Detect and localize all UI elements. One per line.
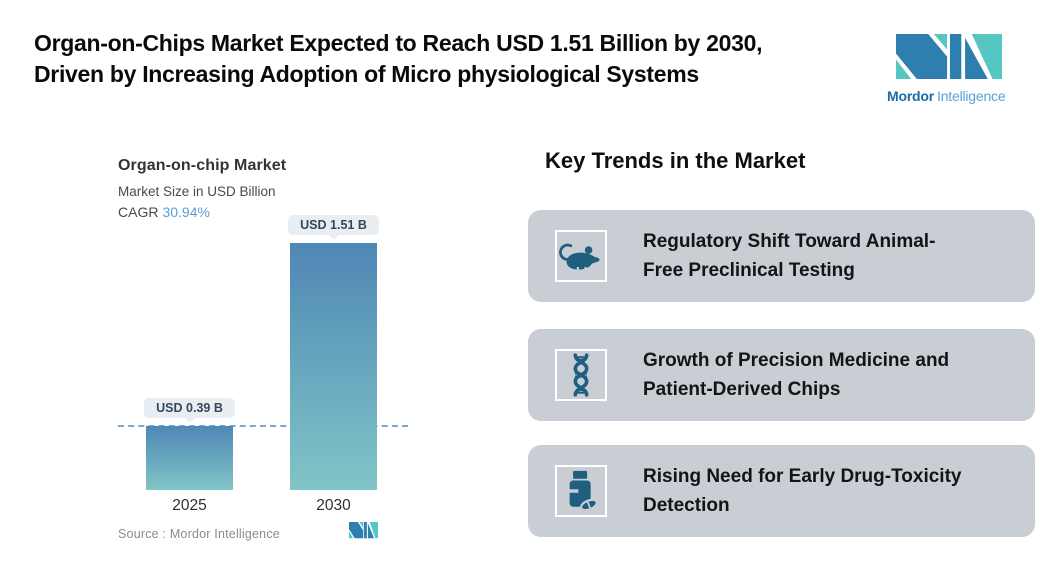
trend-line: Free Preclinical Testing [643, 260, 855, 281]
bar-label-pointer-icon [184, 418, 195, 423]
key-trends-heading: Key Trends in the Market [545, 148, 806, 173]
trend-line: Rising Need for Early Drug-Toxicity [643, 466, 962, 487]
mordor-intelligence-small-logo-icon [349, 522, 378, 539]
mordor-intelligence-logo-icon [896, 34, 1002, 80]
brand-name-bold: Mordor [887, 88, 935, 104]
trend-card-text: Rising Need for Early Drug-Toxicity Dete… [643, 462, 1023, 520]
trend-icon-box [555, 465, 607, 517]
trend-icon-box [555, 230, 607, 282]
chart-title: Organ-on-chip Market [118, 157, 287, 174]
mouse-icon [559, 243, 600, 271]
bar-2030 [290, 243, 377, 490]
trend-line: Detection [643, 495, 730, 516]
brand-name-regular: Intelligence [937, 88, 1006, 104]
axis-label-2025: 2025 [172, 497, 207, 514]
page-title: Organ-on-Chips Market Expected to Reach … [34, 28, 886, 90]
dna-icon [573, 353, 589, 397]
trend-card-regulatory-shift: Regulatory Shift Toward Animal- Free Pre… [528, 210, 1035, 302]
chart-cagr: CAGR 30.94% [118, 204, 210, 220]
cagr-value: 30.94% [162, 204, 210, 220]
trend-card-text: Growth of Precision Medicine and Patient… [643, 346, 1023, 404]
trend-icon-box [555, 349, 607, 401]
brand-wordmark: Mordor Intelligence [887, 88, 1012, 104]
bar-value-label-2025: USD 0.39 B [144, 398, 235, 418]
bar-chart: USD 0.39 B 2025 USD 1.51 B 2030 [118, 215, 408, 514]
trend-line: Patient-Derived Chips [643, 379, 841, 400]
pill-bottle-icon [568, 470, 598, 512]
trend-card-precision-medicine: Growth of Precision Medicine and Patient… [528, 329, 1035, 421]
bar-2025 [146, 426, 233, 490]
chart-subtitle: Market Size in USD Billion [118, 184, 276, 199]
brand-logo: Mordor Intelligence [887, 34, 1012, 104]
page-title-line1: Organ-on-Chips Market Expected to Reach … [34, 30, 763, 56]
reference-dashed-line [118, 425, 408, 427]
source-note: Source : Mordor Intelligence [118, 527, 280, 541]
trend-line: Growth of Precision Medicine and [643, 350, 950, 371]
trend-card-text: Regulatory Shift Toward Animal- Free Pre… [643, 227, 1023, 285]
bar-value-label-2030: USD 1.51 B [288, 215, 379, 235]
bar-group-2030: USD 1.51 B 2030 [288, 215, 379, 514]
page-title-line2: Driven by Increasing Adoption of Micro p… [34, 61, 699, 87]
cagr-label: CAGR [118, 204, 159, 220]
trend-card-drug-toxicity: Rising Need for Early Drug-Toxicity Dete… [528, 445, 1035, 537]
trend-line: Regulatory Shift Toward Animal- [643, 231, 936, 252]
axis-label-2030: 2030 [316, 497, 351, 514]
bar-group-2025: USD 0.39 B 2025 [144, 398, 235, 514]
bar-label-pointer-icon [328, 235, 339, 240]
